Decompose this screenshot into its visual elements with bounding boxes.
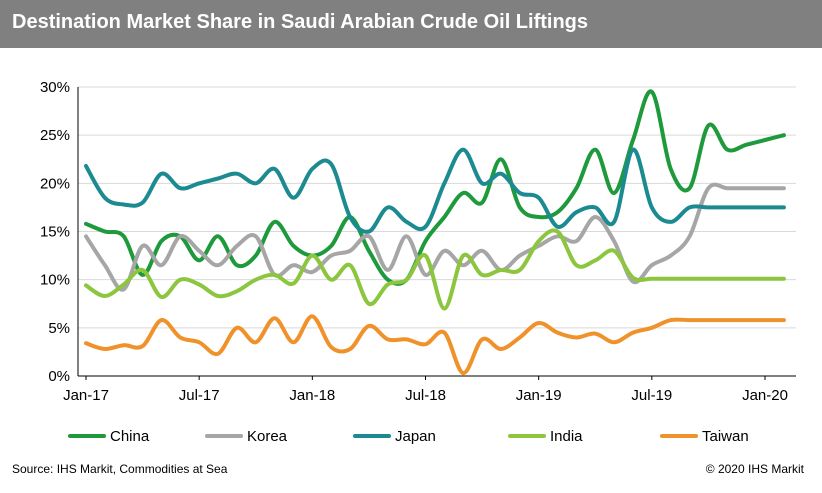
x-tick-label: Jan-17 [63, 387, 109, 404]
y-tick-label: 20% [40, 175, 70, 192]
source-note: Source: IHS Markit, Commodities at Sea [12, 462, 228, 476]
y-tick-label: 30% [40, 79, 70, 96]
copyright-note: © 2020 IHS Markit [705, 462, 804, 476]
legend-label-japan: Japan [395, 428, 436, 445]
legend-label-china: China [110, 428, 150, 445]
series-line-japan [84, 147, 786, 234]
y-tick-label: 0% [48, 368, 70, 385]
y-tick-label: 15% [40, 224, 70, 241]
series-line-korea [84, 182, 786, 292]
chart-title: Destination Market Share in Saudi Arabia… [12, 11, 589, 33]
x-tick-label: Jul-17 [179, 387, 220, 404]
x-tick-label: Jan-19 [516, 387, 562, 404]
series-line-india [84, 228, 786, 311]
legend-label-taiwan: Taiwan [702, 428, 749, 445]
x-tick-label: Jan-18 [289, 387, 335, 404]
x-tick-label: Jul-19 [631, 387, 672, 404]
x-tick-label: Jan-20 [742, 387, 788, 404]
x-tick-label: Jul-18 [405, 387, 446, 404]
line-chart: 0% 5% 10% 15% 20% 25% 30% Jan-17 Jul-17 Jan-18 Jul… [40, 79, 796, 445]
y-tick-label: 10% [40, 272, 70, 289]
y-tick-label: 25% [40, 127, 70, 144]
series-line-taiwan [84, 314, 786, 376]
legend-label-korea: Korea [247, 428, 288, 445]
series-line-china [84, 89, 786, 286]
y-tick-label: 5% [48, 320, 70, 337]
title-bar: Destination Market Share in Saudi Arabia… [0, 0, 822, 48]
legend-label-india: India [550, 428, 583, 445]
